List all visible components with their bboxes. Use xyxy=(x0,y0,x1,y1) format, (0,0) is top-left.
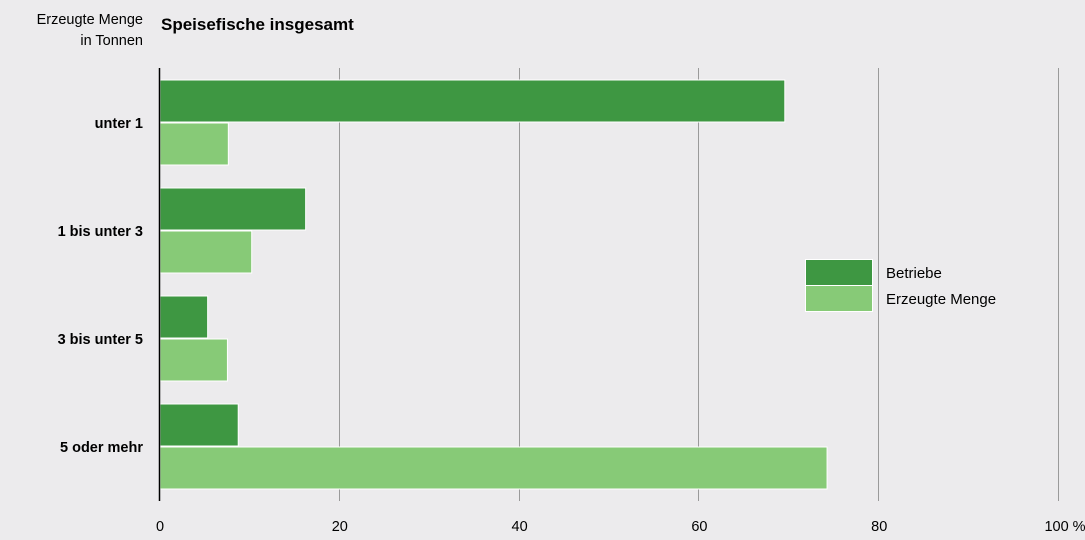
bar-betriebe-5-oder-mehr xyxy=(159,403,239,447)
bar-erzeugte-menge-unter-1 xyxy=(159,122,229,166)
bar-erzeugte-menge-3-bis-unter-5 xyxy=(159,338,228,382)
chart-title: Speisefische insgesamt xyxy=(161,15,354,34)
legend-swatch-betriebe xyxy=(806,260,872,285)
bars xyxy=(159,79,828,490)
x-tick-label-100: 100 % xyxy=(1044,519,1085,535)
legend: Betriebe Erzeugte Menge xyxy=(805,259,996,312)
gridlines xyxy=(339,68,1059,501)
x-tick-label-20: 20 xyxy=(332,519,348,535)
bar-betriebe-unter-1 xyxy=(159,79,786,123)
bar-betriebe-3-bis-unter-5 xyxy=(159,295,209,339)
y-axis-title-line-2: in Tonnen xyxy=(80,33,143,49)
category-label-unter-1: unter 1 xyxy=(95,116,143,132)
bar-erzeugte-menge-5-oder-mehr xyxy=(159,446,828,490)
category-labels: unter 1 1 bis unter 3 3 bis unter 5 5 oder … xyxy=(58,116,144,456)
legend-swatch-erzeugte-menge xyxy=(806,286,872,311)
x-tick-label-0: 0 xyxy=(156,519,164,535)
bar-betriebe-1-bis-unter-3 xyxy=(159,187,307,231)
x-tick-labels: 0 20 40 60 80 100 % xyxy=(156,519,1085,535)
y-axis-title-line-1: Erzeugte Menge xyxy=(37,12,143,28)
category-label-3-bis-unter-5: 3 bis unter 5 xyxy=(58,332,143,348)
bar-erzeugte-menge-1-bis-unter-3 xyxy=(159,230,253,274)
x-tick-label-80: 80 xyxy=(871,519,887,535)
legend-label-betriebe: Betriebe xyxy=(886,265,942,282)
legend-label-erzeugte-menge: Erzeugte Menge xyxy=(886,291,996,308)
x-tick-label-40: 40 xyxy=(512,519,528,535)
x-tick-label-60: 60 xyxy=(691,519,707,535)
category-label-5-oder-mehr: 5 oder mehr xyxy=(60,440,143,456)
category-label-1-bis-unter-3: 1 bis unter 3 xyxy=(58,224,143,240)
